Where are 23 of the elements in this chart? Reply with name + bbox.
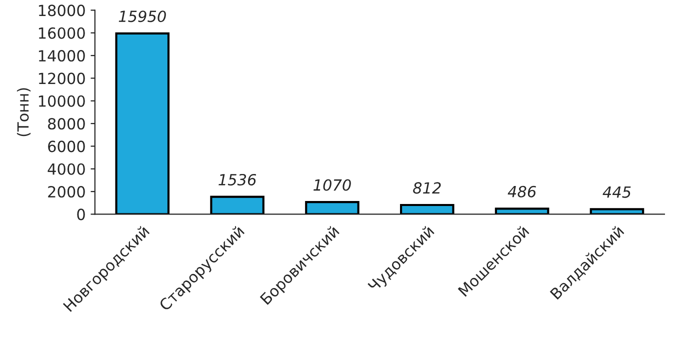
data-label: 445 (602, 186, 631, 198)
y-tick-label: 6000 (48, 140, 85, 152)
bar (305, 201, 360, 214)
y-axis-title: (Тонн) (16, 88, 31, 136)
y-tick-label: 10000 (38, 95, 85, 107)
y-tick-label: 0 (77, 208, 85, 220)
y-tick-label: 14000 (38, 50, 85, 62)
y-tick-label: 2000 (48, 186, 85, 198)
bar (494, 208, 550, 214)
y-tick-label: 4000 (48, 163, 85, 175)
y-tick-label: 12000 (38, 72, 85, 84)
data-label: 15950 (118, 10, 166, 22)
y-tick-label: 8000 (48, 118, 85, 130)
y-tick-label: 16000 (38, 27, 85, 39)
data-label: 1536 (218, 174, 256, 186)
bar (115, 32, 170, 214)
data-label: 486 (508, 186, 536, 198)
data-label: 1070 (314, 179, 351, 191)
y-tick-label: 18000 (38, 4, 85, 16)
bar (590, 208, 644, 214)
data-label: 812 (413, 182, 441, 194)
bar (210, 196, 264, 214)
bar (400, 204, 454, 214)
